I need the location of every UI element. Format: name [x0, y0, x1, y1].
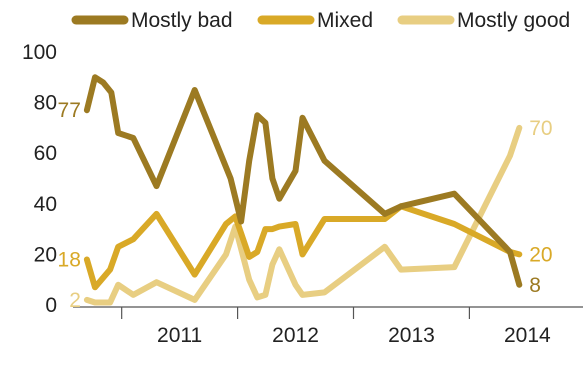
series-layer [83, 74, 523, 306]
y-tick-label: 100 [22, 41, 57, 64]
y-tick-label: 40 [34, 193, 57, 216]
series-start-label: 77 [58, 99, 81, 122]
x-tick-label: 2014 [504, 324, 551, 347]
series-end-label: 20 [529, 243, 552, 266]
y-tick-label: 0 [45, 294, 57, 317]
series-line [83, 124, 523, 306]
series-line [83, 203, 523, 291]
series-end-label: 70 [529, 117, 552, 140]
series-start-label: 2 [69, 289, 81, 312]
x-tick-label: 2012 [272, 324, 319, 347]
end-labels: 77 8 18 20 2 70 [58, 99, 553, 312]
y-tick-label: 80 [34, 92, 57, 115]
series-line [83, 74, 523, 288]
y-axis: 0 20 40 60 80 100 [22, 41, 57, 317]
legend-label: Mostly good [457, 9, 570, 32]
series-end-label: 8 [529, 274, 541, 297]
legend-label: Mostly bad [131, 9, 233, 32]
x-tick-label: 2011 [157, 324, 202, 347]
series-start-label: 18 [58, 248, 81, 271]
legend-label: Mixed [317, 9, 373, 32]
legend: Mostly bad Mixed Mostly good [71, 9, 570, 32]
y-tick-label: 20 [34, 243, 57, 266]
x-tick-label: 2013 [388, 324, 435, 347]
y-tick-label: 60 [34, 142, 57, 165]
x-axis: 2011 2012 2013 2014 [73, 306, 583, 347]
